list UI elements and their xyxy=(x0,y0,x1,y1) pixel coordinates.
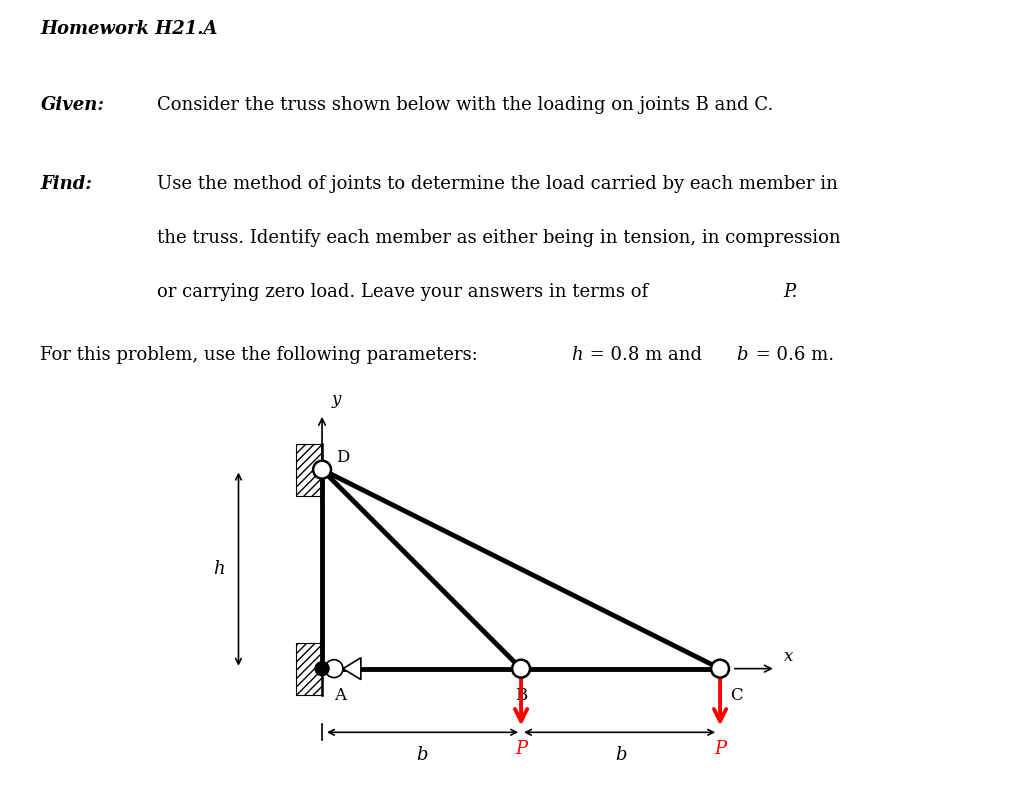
Text: Consider the truss shown below with the loading on joints B and C.: Consider the truss shown below with the … xyxy=(157,96,773,114)
Text: b: b xyxy=(736,346,747,365)
Text: or carrying zero load. Leave your answers in terms of: or carrying zero load. Leave your answer… xyxy=(157,283,653,301)
Text: = 0.8 m and: = 0.8 m and xyxy=(584,346,708,365)
Text: B: B xyxy=(515,686,527,704)
Text: b: b xyxy=(615,747,627,764)
Circle shape xyxy=(711,660,729,677)
Text: Given:: Given: xyxy=(40,96,104,114)
Bar xyxy=(296,643,323,694)
Text: h: h xyxy=(571,346,582,365)
Text: h: h xyxy=(213,560,224,578)
Circle shape xyxy=(513,660,530,677)
Text: Homework H21.A: Homework H21.A xyxy=(40,20,218,38)
Circle shape xyxy=(326,660,343,677)
Text: b: b xyxy=(416,747,428,764)
Text: D: D xyxy=(336,449,350,466)
Text: C: C xyxy=(730,686,743,704)
Text: P: P xyxy=(515,740,527,759)
Polygon shape xyxy=(343,657,361,680)
Circle shape xyxy=(313,461,331,478)
Text: y: y xyxy=(332,391,342,408)
Text: Find:: Find: xyxy=(40,175,92,193)
Text: x: x xyxy=(784,648,793,665)
Text: For this problem, use the following parameters:: For this problem, use the following para… xyxy=(40,346,484,365)
Text: the truss. Identify each member as either being in tension, in compression: the truss. Identify each member as eithe… xyxy=(157,229,840,247)
Text: P: P xyxy=(714,740,726,759)
Text: = 0.6 m.: = 0.6 m. xyxy=(750,346,834,365)
Circle shape xyxy=(315,661,329,676)
Bar xyxy=(296,444,323,495)
Text: A: A xyxy=(334,686,346,704)
Text: Use the method of joints to determine the load carried by each member in: Use the method of joints to determine th… xyxy=(157,175,837,193)
Text: P.: P. xyxy=(784,283,798,301)
